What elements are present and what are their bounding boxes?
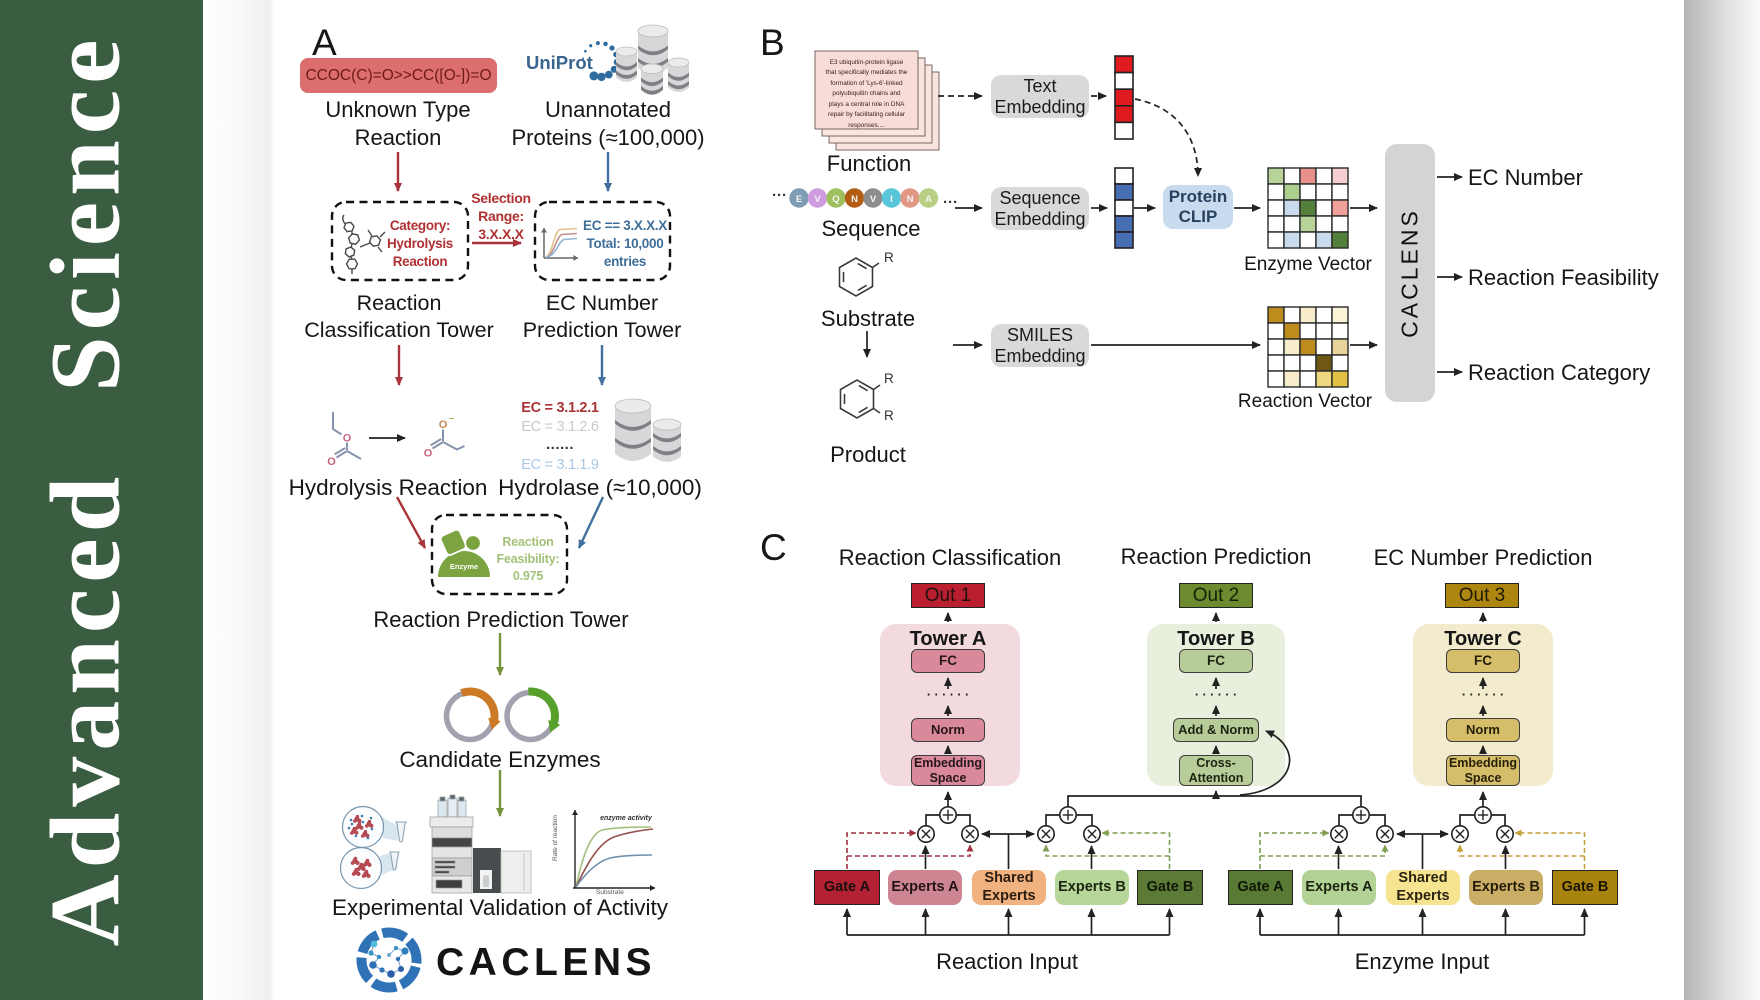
svg-text:–: – (449, 413, 454, 423)
svg-text:Q: Q (832, 194, 839, 205)
svg-text:O: O (343, 433, 352, 445)
svg-text:N: N (851, 194, 858, 205)
svg-text:O: O (424, 448, 433, 460)
svg-text:O: O (327, 456, 336, 468)
svg-text:A: A (925, 194, 932, 205)
svg-text:V: V (814, 194, 821, 205)
svg-text:N: N (907, 194, 914, 205)
svg-text:V: V (870, 194, 877, 205)
svg-text:I: I (890, 194, 893, 205)
svg-text:O: O (439, 419, 448, 431)
svg-text:E: E (796, 194, 802, 205)
